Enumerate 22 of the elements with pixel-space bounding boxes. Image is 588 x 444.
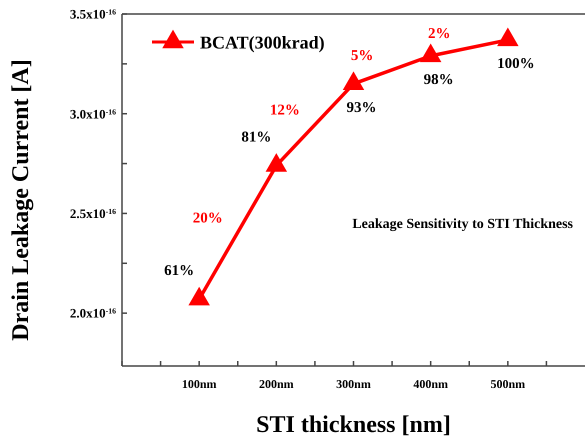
annotation: 100% bbox=[497, 56, 535, 72]
x-tick-label: 400nm bbox=[413, 377, 448, 391]
legend-label: BCAT(300krad) bbox=[200, 32, 325, 52]
annotation: 2% bbox=[428, 26, 450, 42]
y-tick-label: 3.5x10$^{-16}$ bbox=[70, 6, 116, 22]
y-tick-label: 2.5x10$^{-16}$ bbox=[70, 206, 116, 221]
x-tick-label: 500nm bbox=[490, 377, 526, 391]
annotation: 98% bbox=[424, 72, 454, 88]
annotation: 81% bbox=[241, 130, 272, 146]
annotation: Leakage Sensitivity to STI Thickness bbox=[352, 217, 574, 232]
annotation: 20% bbox=[192, 210, 223, 226]
annotation: 5% bbox=[350, 48, 374, 64]
annotation: 61% bbox=[164, 263, 194, 280]
annotation: 12% bbox=[270, 102, 300, 119]
x-axis-title: STI thickness [nm] bbox=[256, 412, 451, 438]
y-tick-label: 2.0x10$^{-16}$ bbox=[70, 306, 116, 321]
annotation: 93% bbox=[346, 100, 376, 116]
x-tick-label: 300nm bbox=[336, 377, 371, 391]
y-tick-label: 3.0x10$^{-16}$ bbox=[70, 106, 116, 122]
x-tick-label: 100nm bbox=[182, 377, 217, 391]
x-tick-label: 200nm bbox=[258, 377, 294, 391]
y-axis-title: Drain Leakage Current [A] bbox=[8, 59, 34, 341]
